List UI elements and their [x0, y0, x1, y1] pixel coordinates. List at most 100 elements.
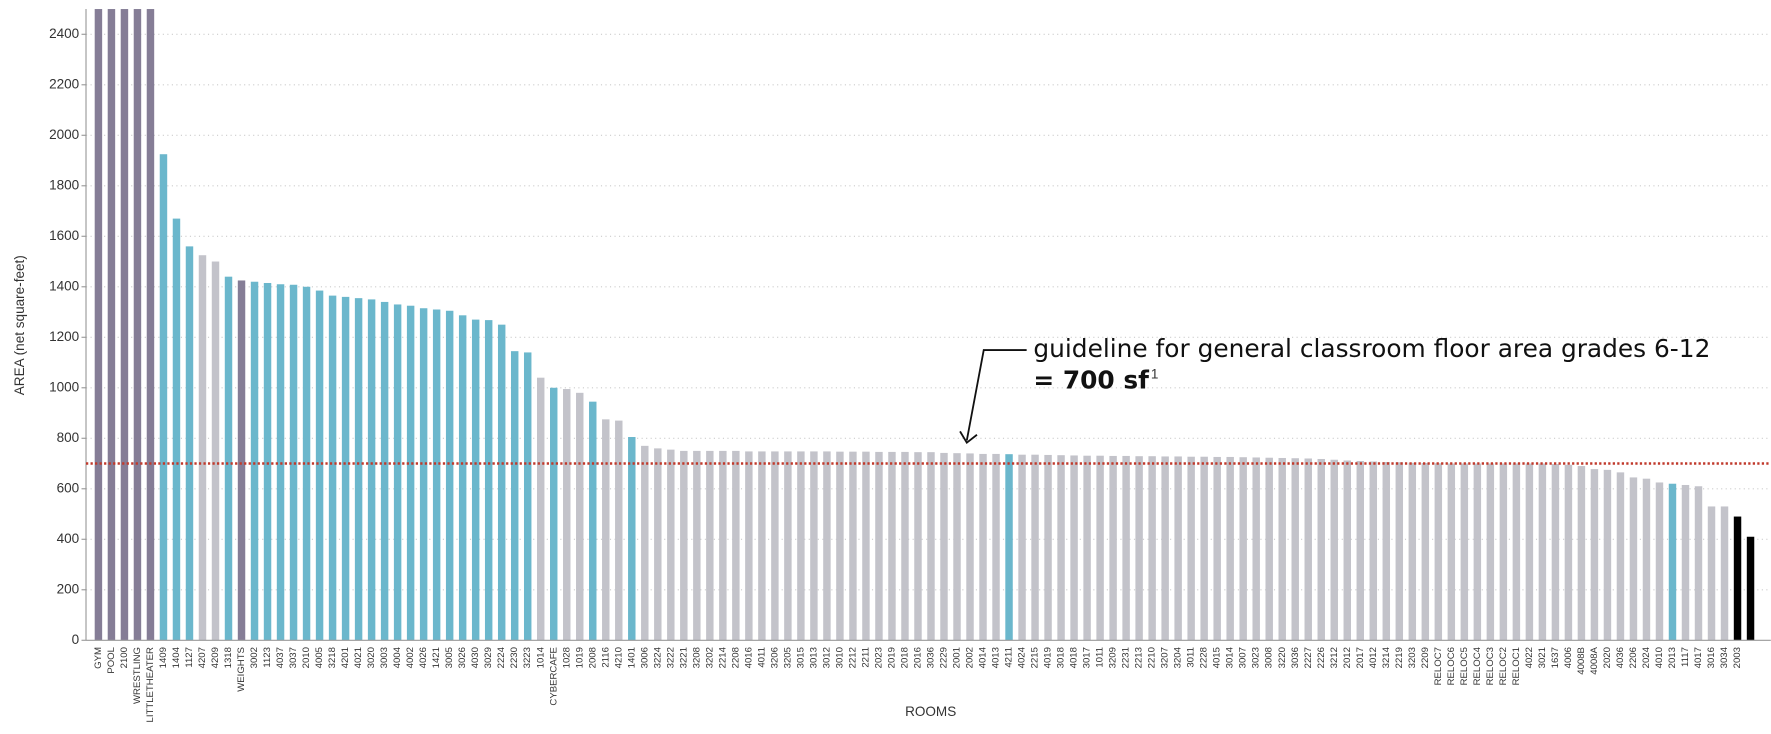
- bar: [276, 284, 285, 641]
- bar: [302, 286, 311, 641]
- y-axis-title: AREA (net square-feet): [12, 255, 27, 395]
- bar: [680, 450, 688, 641]
- bar: [1083, 455, 1091, 641]
- bar: [445, 310, 454, 641]
- x-tick-label: 2116: [600, 647, 611, 668]
- annotation-text: guideline for general classroom floor ar…: [1033, 334, 1710, 363]
- x-tick-label: 3207: [1160, 647, 1171, 668]
- x-tick-label: 3036: [1290, 647, 1301, 668]
- bar: [1681, 484, 1690, 641]
- bar: [510, 351, 519, 641]
- x-tick-label: 2210: [1147, 647, 1158, 668]
- y-tick-label: 2200: [49, 76, 79, 91]
- bar: [1174, 456, 1182, 641]
- bar: [432, 309, 441, 641]
- x-tick-label: 3036: [926, 647, 937, 668]
- x-tick-label: 3020: [366, 647, 377, 668]
- bar: [888, 451, 896, 641]
- x-tick-label: 3015: [795, 647, 806, 668]
- bar: [823, 451, 831, 641]
- bar: [927, 452, 935, 641]
- x-tick-label: 4006: [1563, 647, 1574, 668]
- bars: [94, 9, 1755, 641]
- x-tick-label: 3012: [821, 647, 832, 668]
- y-tick-label: 200: [57, 581, 80, 596]
- x-tick-label: GYM: [93, 647, 104, 669]
- bar: [1031, 454, 1039, 641]
- bar: [263, 282, 272, 641]
- bar: [797, 451, 805, 641]
- bar: [1044, 454, 1052, 641]
- bar: [758, 451, 766, 641]
- x-tick-label: 4021: [353, 647, 364, 668]
- bar: [1577, 466, 1586, 641]
- x-tick-label: 2003: [1732, 647, 1743, 668]
- axes: 0 200 400 600 800 1000 1200 1400 1600 1800 2000 220…: [49, 9, 1771, 722]
- x-tick-label: 2024: [1641, 646, 1652, 668]
- x-tick-label: 3018: [1056, 647, 1067, 668]
- bar: [667, 449, 675, 641]
- bar: [693, 450, 701, 641]
- x-tick-label: 3003: [379, 647, 390, 668]
- x-tick-label: 3008: [1264, 647, 1275, 668]
- bar: [966, 453, 974, 641]
- x-tick-label: 2228: [1199, 647, 1210, 668]
- x-tick-label: 3017: [1082, 647, 1093, 668]
- x-tick-label: 4005: [314, 647, 325, 668]
- bar: [1122, 455, 1130, 641]
- bar: [354, 298, 363, 641]
- x-tick-label: 3208: [691, 647, 702, 668]
- x-tick-label: 3005: [444, 647, 455, 668]
- x-tick-label: 3221: [678, 647, 689, 668]
- y-tick-label: 1600: [49, 228, 79, 243]
- bar: [237, 280, 246, 641]
- bar: [1057, 455, 1065, 641]
- bar: [1473, 463, 1482, 641]
- bar: [198, 255, 207, 641]
- x-tick-label: 2002: [965, 647, 976, 668]
- bar: [1161, 456, 1169, 641]
- x-tick-label: 4026: [418, 647, 429, 668]
- x-tick-label: 3223: [522, 647, 533, 668]
- bar: [536, 377, 545, 641]
- x-tick-label: 1019: [574, 647, 585, 668]
- x-tick-label: 4004: [392, 646, 403, 668]
- x-tick-label: 4016: [743, 647, 754, 668]
- bar: [1642, 478, 1651, 641]
- bar: [992, 453, 1000, 641]
- x-tick-label: RELOC1: [1511, 647, 1522, 685]
- bar: [289, 284, 298, 641]
- bar: [211, 261, 220, 641]
- x-tick-label: CYBERCAFE: [548, 647, 559, 706]
- x-tick-label: RELOC7: [1433, 647, 1444, 685]
- bar: [849, 451, 857, 641]
- x-tick-label: 4022: [1524, 647, 1535, 668]
- bar: [1408, 462, 1417, 641]
- x-tick-label: 3209: [1108, 647, 1119, 668]
- x-tick-label: 1318: [223, 647, 234, 668]
- bar: [1486, 463, 1495, 641]
- x-tick-label: 1127: [184, 647, 195, 668]
- x-tick-label: 2208: [730, 647, 741, 668]
- x-tick-label: 2023: [873, 647, 884, 668]
- bar: [1551, 464, 1560, 641]
- bar: [1525, 463, 1534, 641]
- x-tick-label: 3006: [639, 647, 650, 668]
- bar: [224, 276, 233, 641]
- bar: [602, 419, 610, 641]
- x-tick-label: 2209: [1420, 647, 1431, 668]
- x-tick-label: 4207: [197, 647, 208, 668]
- x-tick-label: 4008A: [1589, 646, 1600, 674]
- bar: [745, 451, 753, 641]
- bar: [1382, 462, 1391, 641]
- grid: [86, 33, 1771, 591]
- bar: [1616, 472, 1625, 641]
- x-tick-label: 3016: [1706, 647, 1717, 668]
- x-tick-label: 3214: [1381, 646, 1392, 668]
- bar: [120, 9, 129, 641]
- x-tick-label: RELOC5: [1459, 647, 1470, 685]
- bar: [1304, 458, 1312, 641]
- bar: [706, 450, 714, 641]
- x-tick-label: RELOC2: [1498, 647, 1509, 685]
